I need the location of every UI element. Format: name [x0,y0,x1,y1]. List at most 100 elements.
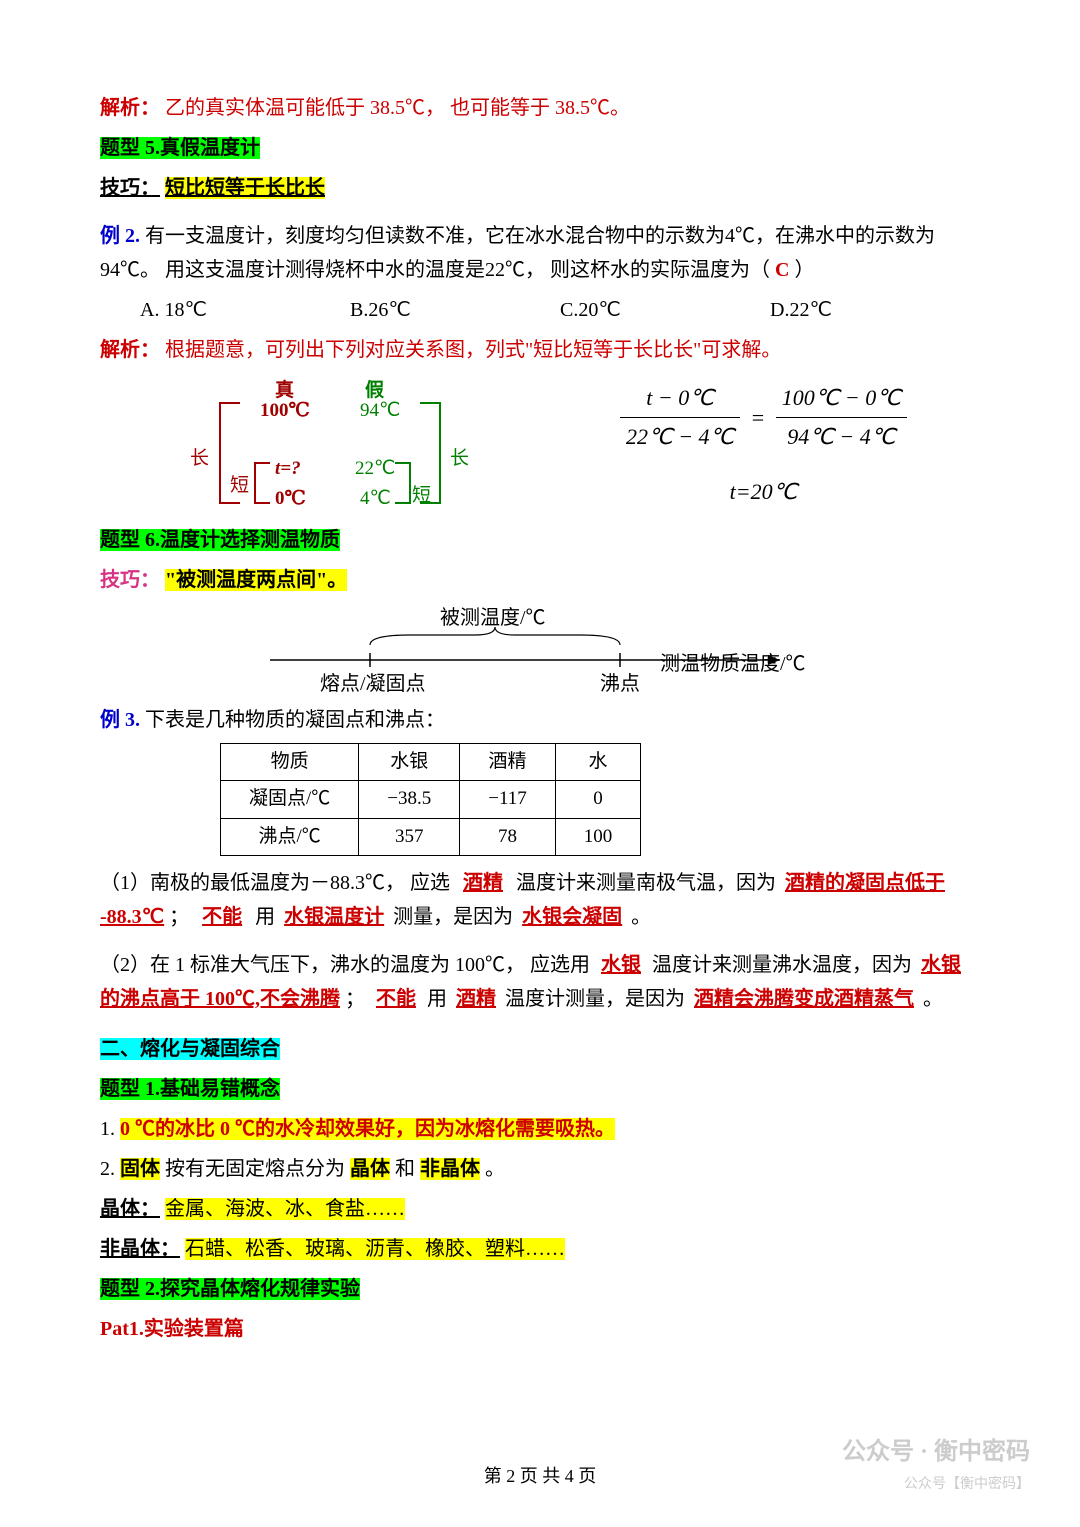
q2-mid3: 温度计测量，是因为 [505,988,685,1010]
topic-2-2-heading: 题型 2.探究晶体熔化规律实验 [100,1272,980,1306]
numberline-diagram: 被测温度/℃ 熔点/凝固点 沸点 测温物质温度/℃ [260,605,820,695]
label-4: 4℃ [360,483,391,515]
point-2: 2. 固体 按有无固定熔点分为 晶体 和 非晶体 。 [100,1152,980,1186]
pat1-heading: Pat1.实验装置篇 [100,1312,980,1346]
q2-a2: 水银 [917,954,965,976]
q2-a2b: 的沸点高于 100℃,不会沸腾 [100,988,340,1010]
r2c1: 357 [359,818,460,855]
q2-end: 。 [923,988,943,1010]
p2-pre: 2. [100,1158,115,1180]
question-1: （1）南极的最低温度为－88.3℃， 应选 酒精 温度计来测量南极气温，因为 酒… [100,866,980,934]
p3-label: 晶体： [100,1198,160,1220]
q1-a1: 酒精 [455,872,511,894]
q2-sep: ； [345,988,365,1010]
pat1-text: Pat1.实验装置篇 [100,1318,244,1340]
p2-end: 。 [485,1158,505,1180]
label-100: 100℃ [260,395,310,427]
r1c3: 0 [555,781,641,818]
p2-c: 非晶体 [420,1158,480,1180]
p2-mid2: 和 [395,1158,415,1180]
example-2-tail: ） [794,259,814,281]
skill-6: 技巧： "被测温度两点间"。 [100,563,980,597]
question-2: （2）在 1 标准大气压下，沸水的温度为 100℃， 应选用 水银 温度计来测量… [100,948,980,1016]
table-row-2: 沸点/℃ 357 78 100 [221,818,641,855]
q2-mid2: 用 [427,988,447,1010]
numberline-left: 熔点/凝固点 [320,667,426,701]
p2-mid: 按有无固定熔点分为 [165,1158,345,1180]
example-2-label: 例 2. [100,225,140,247]
q2-pre: （2）在 1 标准大气压下，沸水的温度为 100℃， 应选用 [100,954,590,976]
q1-mid1: 温度计来测量南极气温，因为 [516,872,776,894]
q1-a5: 水银会凝固 [518,906,626,928]
table-row-1: 凝固点/℃ −38.5 −117 0 [221,781,641,818]
section-2-heading: 二、熔化与凝固综合 [100,1032,980,1066]
analysis-2-label: 解析： [100,339,160,361]
q1-pre: （1）南极的最低温度为－88.3℃， 应选 [100,872,450,894]
skill-6-label: 技巧： [100,569,160,591]
th-3: 水 [555,744,641,781]
q1-end: 。 [631,906,651,928]
p4-text: 石蜡、松香、玻璃、沥青、橡胶、塑料…… [185,1238,565,1260]
formula-block: t − 0℃22℃ − 4℃ = 100℃ − 0℃94℃ − 4℃ t=20℃ [620,379,907,510]
q1-a2b: -88.3℃ [100,906,164,928]
topic-2-1-text: 题型 1.基础易错概念 [100,1078,280,1100]
q1-sep: ； [169,906,189,928]
watermark: 公众号 · 衡中密码 公众号【衡中密码】 [842,1432,1030,1497]
analysis-2-text: 根据题意，可列出下列对应关系图，列式"短比短等于长比长"可求解。 [165,339,781,361]
r1c0: 凝固点/℃ [221,781,359,818]
skill-label: 技巧： [100,177,160,199]
th-1: 水银 [359,744,460,781]
label-duan-l: 短 [230,470,249,502]
example-2-answer: C [775,259,789,281]
formula-result: t=20℃ [620,473,907,510]
numberline-arrow: 测温物质温度/℃ [660,647,806,681]
point-1: 1. 0 ℃的冰比 0 ℃的水冷却效果好，因为冰熔化需要吸热。 [100,1112,980,1146]
point-4: 非晶体： 石蜡、松香、玻璃、沥青、橡胶、塑料…… [100,1232,980,1266]
p3-text: 金属、海波、冰、食盐…… [165,1198,405,1220]
q2-a4: 酒精 [452,988,500,1010]
table-header-row: 物质 水银 酒精 水 [221,744,641,781]
label-chang-l: 长 [190,443,209,475]
frac-n1: t − 0℃ [620,379,740,417]
example-3-label: 例 3. [100,709,140,731]
section-2-text: 二、熔化与凝固综合 [100,1038,280,1060]
substance-table: 物质 水银 酒精 水 凝固点/℃ −38.5 −117 0 沸点/℃ 357 7… [220,743,641,856]
topic-5-heading: 题型 5.真假温度计 [100,131,980,165]
watermark-main: 公众号 · 衡中密码 [842,1439,1030,1465]
frac-n2: 100℃ − 0℃ [776,379,907,417]
r2c2: 78 [460,818,556,855]
option-b: B.26℃ [350,293,560,327]
watermark-sub: 公众号【衡中密码】 [842,1473,1030,1497]
q2-a5: 酒精会沸腾变成酒精蒸气 [690,988,918,1010]
label-t: t=? [275,453,301,485]
p2-a: 固体 [120,1158,160,1180]
label-0: 0℃ [275,483,306,515]
skill-5-text: 短比短等于长比长 [165,177,325,199]
example-3-text: 下表是几种物质的凝固点和沸点： [145,709,445,731]
skill-5: 技巧： 短比短等于长比长 [100,171,980,205]
frac-d1: 22℃ − 4℃ [620,418,740,455]
bracket-graphic: 真 假 100℃ 94℃ 长 长 短 短 t=? 22℃ 0℃ 4℃ [160,375,540,515]
label-22: 22℃ [355,453,395,485]
frac-d2: 94℃ − 4℃ [776,418,907,455]
q2-mid1: 温度计来测量沸水温度，因为 [652,954,912,976]
analysis-2: 解析： 根据题意，可列出下列对应关系图，列式"短比短等于长比长"可求解。 [100,333,980,367]
label-chang-r: 长 [450,443,469,475]
q1-a3: 不能 [194,906,250,928]
formula-equation: t − 0℃22℃ − 4℃ = 100℃ − 0℃94℃ − 4℃ [620,379,907,455]
topic-5-text: 题型 5.真假温度计 [100,137,260,159]
r2c3: 100 [555,818,641,855]
r1c2: −117 [460,781,556,818]
topic-2-2-text: 题型 2.探究晶体熔化规律实验 [100,1278,360,1300]
numberline-top: 被测温度/℃ [440,601,546,635]
q1-mid2: 用 [255,906,275,928]
option-a: A. 18℃ [140,293,350,327]
th-0: 物质 [221,744,359,781]
topic-2-1-heading: 题型 1.基础易错概念 [100,1072,980,1106]
options-row: A. 18℃ B.26℃ C.20℃ D.22℃ [140,293,980,327]
p4-label: 非晶体： [100,1238,180,1260]
example-3: 例 3. 下表是几种物质的凝固点和沸点： [100,703,980,737]
th-2: 酒精 [460,744,556,781]
q1-a2: 酒精的凝固点低于 [781,872,949,894]
option-c: C.20℃ [560,293,770,327]
